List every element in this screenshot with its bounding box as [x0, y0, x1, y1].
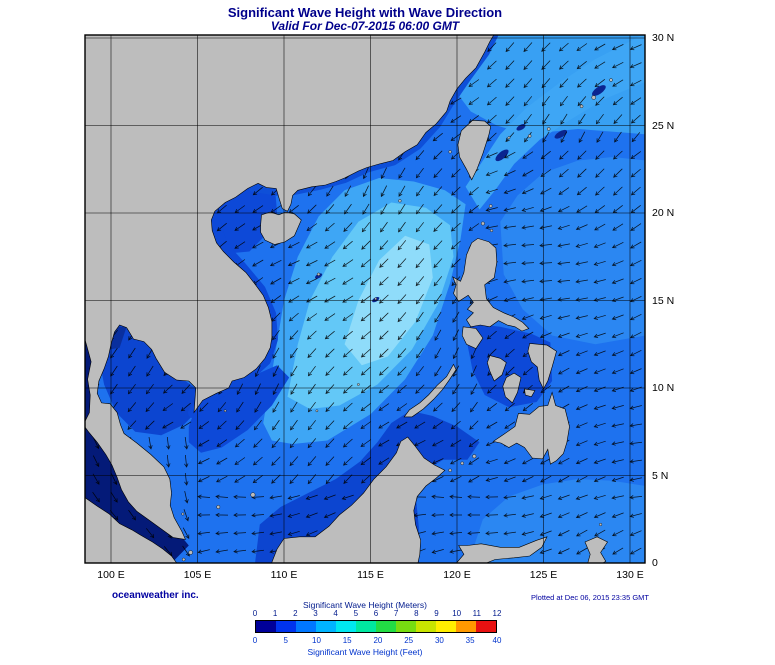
- colorbar-meters-tick: 6: [373, 609, 379, 618]
- small-island: [315, 409, 319, 413]
- island-lee-patch: [314, 273, 323, 279]
- colorbar-meters-tick: 7: [393, 609, 399, 618]
- wave-height-region: [500, 157, 645, 345]
- colorbar-feet-label: Significant Wave Height (Feet): [307, 647, 423, 657]
- small-island: [507, 136, 511, 140]
- colorbar-feet-tick: 35: [465, 636, 475, 645]
- small-island: [374, 297, 378, 301]
- small-island: [599, 523, 603, 527]
- small-island: [216, 505, 221, 509]
- small-island: [609, 78, 613, 82]
- colorbar-meters-tick: 3: [313, 609, 318, 618]
- colorbar-meters-tick: 5: [353, 609, 359, 618]
- lon-tick-label: 120 E: [443, 569, 471, 581]
- landmass: [85, 35, 495, 540]
- lat-tick-label: 0: [652, 557, 658, 569]
- colorbar-feet-tick: 5: [283, 636, 288, 645]
- map-frame: [84, 34, 646, 564]
- colorbar-meters-tick: 0: [252, 609, 258, 618]
- landmass: [492, 391, 570, 465]
- island-lee-patch: [495, 149, 509, 162]
- small-island: [223, 409, 227, 413]
- lat-tick-label: 5 N: [652, 469, 669, 482]
- lat-tick-label: 20 N: [652, 207, 675, 219]
- plot-title: Significant Wave Height with Wave Direct…: [227, 5, 503, 20]
- colorbar-meters-tick: 1: [272, 609, 278, 618]
- landmass: [271, 436, 446, 563]
- small-island: [490, 228, 494, 232]
- small-island: [547, 127, 551, 131]
- landmass: [456, 536, 548, 563]
- colorbar-meters-tick: 4: [333, 609, 338, 618]
- colorbar-feet-tick: 30: [434, 636, 444, 645]
- colorbar-gradient: [255, 620, 497, 633]
- small-island: [181, 512, 185, 516]
- colorbar-meters-tick: 2: [293, 609, 298, 618]
- small-island: [528, 134, 532, 138]
- credit-oceanweather: oceanweather inc.: [112, 590, 199, 601]
- small-island: [181, 557, 186, 562]
- small-island: [448, 150, 452, 154]
- plot-valid-time: Valid For Dec-07-2015 06:00 GMT: [270, 19, 460, 33]
- small-island: [591, 95, 596, 100]
- lat-tick-label: 30 N: [652, 32, 675, 44]
- landmass: [85, 497, 178, 563]
- island-lee-patch: [554, 129, 568, 139]
- small-island: [188, 550, 193, 555]
- landmass: [403, 363, 457, 418]
- small-island: [250, 492, 256, 498]
- lon-tick-label: 115 E: [357, 569, 384, 581]
- wave-height-region: [255, 410, 480, 563]
- lon-tick-label: 100 E: [97, 569, 125, 581]
- lon-tick-label: 125 E: [529, 569, 558, 581]
- small-island: [472, 454, 477, 459]
- colorbar-feet-tick: 20: [373, 636, 383, 645]
- colorbar-meters-tick: 9: [434, 609, 439, 618]
- map-layers: [85, 35, 645, 563]
- small-island: [460, 461, 464, 465]
- lat-tick-label: 10 N: [652, 382, 675, 394]
- lon-tick-label: 110 E: [270, 569, 298, 581]
- colorbar-feet-tick: 10: [312, 636, 321, 645]
- colorbar-feet-tick: 0: [252, 636, 258, 645]
- colorbar-feet-tick: 40: [492, 636, 502, 645]
- landmass: [461, 326, 484, 349]
- wave-height-region: [98, 323, 200, 436]
- landmass: [524, 388, 536, 398]
- landmass: [457, 119, 492, 181]
- landmass: [486, 355, 507, 382]
- lat-tick-label: 25 N: [652, 119, 675, 132]
- colorbar-meters-tick: 8: [414, 609, 419, 618]
- island-lee-patch: [592, 85, 606, 96]
- landmass: [452, 238, 530, 332]
- colorbar-meters-tick: 11: [472, 609, 481, 618]
- lon-tick-label: 105 E: [183, 569, 212, 581]
- colorbar-feet-tick: 25: [404, 636, 414, 645]
- lat-tick-label: 15 N: [652, 294, 675, 307]
- small-island: [448, 468, 452, 472]
- landmass: [584, 536, 608, 563]
- lon-tick-label: 130 E: [616, 569, 644, 581]
- small-island: [357, 383, 360, 386]
- plot-timestamp: Plotted at Dec 06, 2015 23:35 GMT: [531, 593, 649, 602]
- colorbar-meters-tick: 12: [492, 609, 502, 618]
- small-island: [489, 204, 493, 208]
- colorbar-meters-label: Significant Wave Height (Meters): [303, 600, 427, 610]
- small-island: [480, 221, 485, 226]
- small-island: [579, 104, 584, 109]
- small-island: [398, 199, 402, 203]
- wave-height-region: [211, 186, 278, 254]
- colorbar-feet-tick: 15: [342, 636, 352, 645]
- small-island: [317, 272, 321, 276]
- landmass: [260, 211, 302, 245]
- wave-height-region: [465, 35, 645, 210]
- colorbar-meters-tick: 10: [452, 609, 462, 618]
